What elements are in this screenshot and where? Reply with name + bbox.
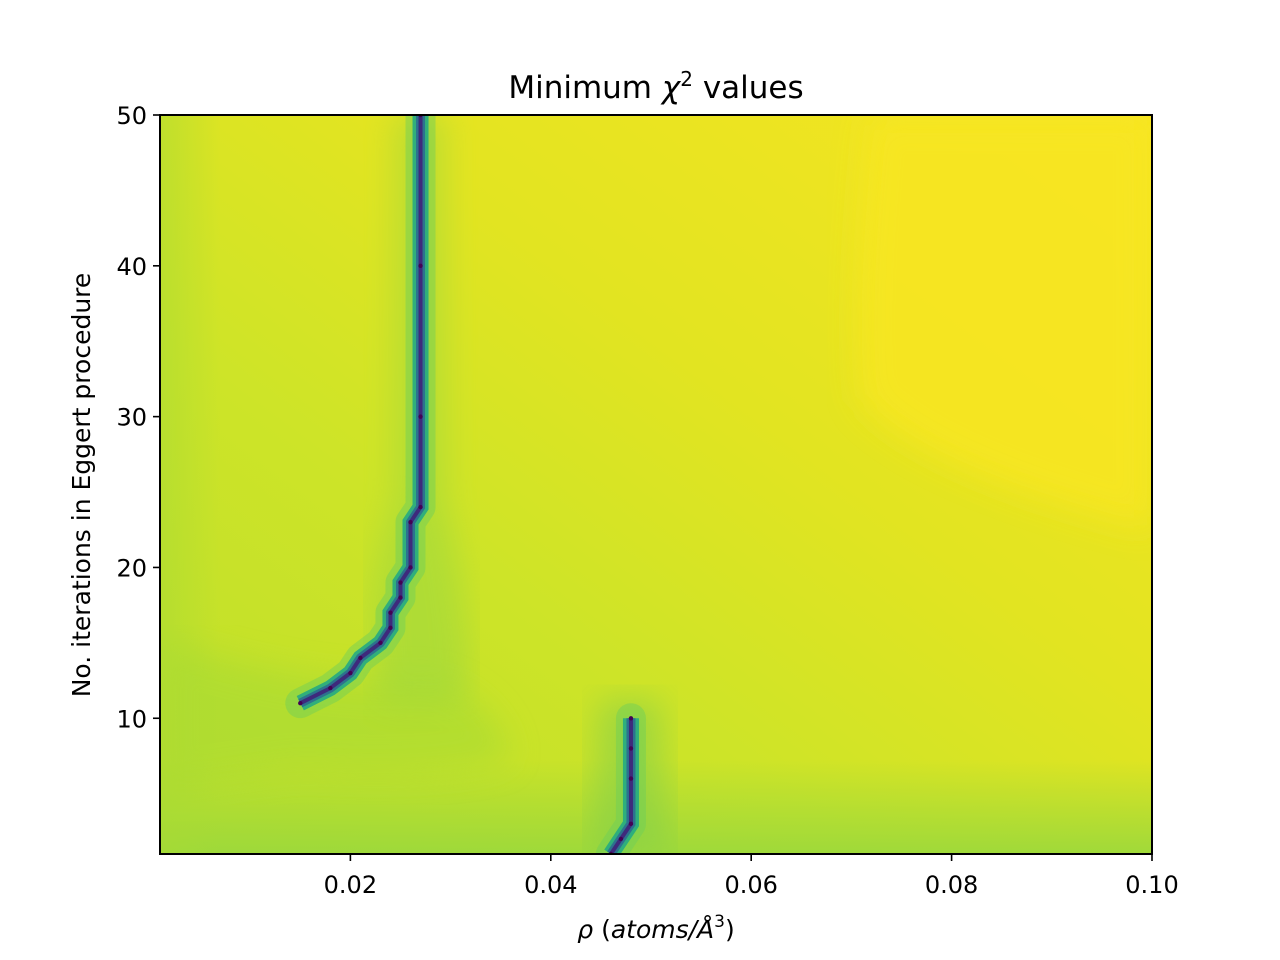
valley-point <box>398 580 403 585</box>
valley-point <box>388 625 393 630</box>
y-tick-label: 10 <box>116 705 147 733</box>
valley-point <box>628 716 634 721</box>
chart-title: Minimum χ2 values <box>508 67 803 106</box>
plot-frame <box>159 114 1153 855</box>
left-trough <box>160 640 510 790</box>
heatmap-field <box>160 115 1152 854</box>
valley-point <box>378 640 383 646</box>
valley-point <box>408 520 413 525</box>
high-plateau <box>856 115 1152 530</box>
valley-point <box>418 414 423 419</box>
y-tick-label: 30 <box>116 404 147 432</box>
valley-point <box>358 655 363 661</box>
valley-point <box>328 685 333 691</box>
x-tick-label: 0.08 <box>925 871 978 899</box>
valley-point <box>618 836 624 842</box>
valley-point <box>418 504 423 510</box>
valley-point <box>298 700 303 706</box>
valley-point <box>398 595 403 600</box>
valley-point <box>348 670 353 676</box>
y-tick-label: 40 <box>116 253 147 281</box>
minimum-valleys <box>285 115 646 854</box>
y-axis-label: No. iterations in Eggert procedure <box>67 273 96 698</box>
valley-point <box>408 565 413 570</box>
y-axis-ticks: 10 20 30 40 50 <box>116 102 160 733</box>
x-tick-label: 0.10 <box>1125 871 1178 899</box>
x-tick-label: 0.06 <box>724 871 777 899</box>
x-axis-label: ρ (atoms/Å3) <box>577 912 735 944</box>
valley-point <box>388 610 393 615</box>
x-tick-label: 0.04 <box>524 871 577 899</box>
y-tick-label: 20 <box>116 554 147 582</box>
valley-point <box>628 746 634 751</box>
left-edge-shade <box>160 115 220 854</box>
x-axis-ticks: 0.02 0.04 0.06 0.08 0.10 <box>324 854 1179 899</box>
y-tick-label: 50 <box>116 102 147 130</box>
valley-point <box>628 821 634 827</box>
valley-point <box>628 776 634 781</box>
valley-point <box>418 263 423 269</box>
x-tick-label: 0.02 <box>324 871 377 899</box>
valley-core <box>609 718 633 854</box>
